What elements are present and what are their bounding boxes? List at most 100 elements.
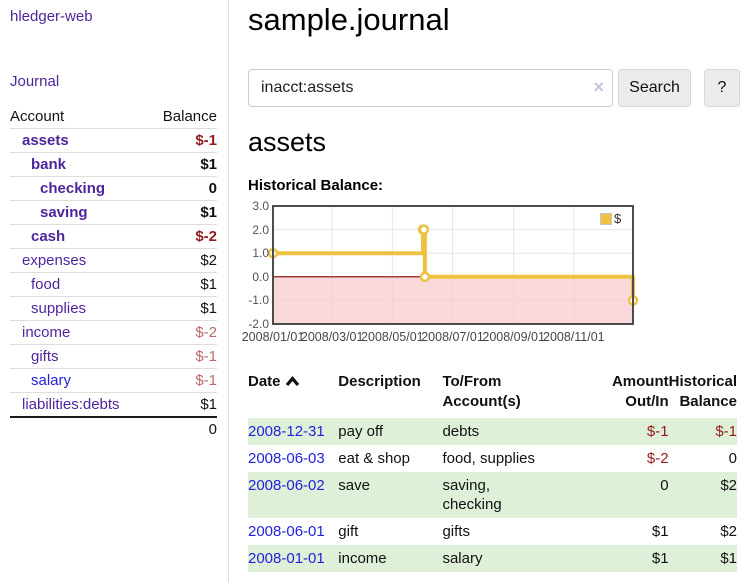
brand-link[interactable]: hledger-web [10, 8, 93, 25]
account-link-bank[interactable]: bank [31, 156, 67, 173]
register-header-date[interactable]: Date [248, 370, 338, 418]
y-axis-tick-label: 3.0 [252, 199, 269, 213]
account-link-saving[interactable]: saving [40, 204, 88, 221]
account-row: expenses $2 [10, 249, 217, 273]
account-row: bank $1 [10, 153, 217, 177]
legend-label: $ [614, 211, 622, 226]
account-link-assets[interactable]: assets [22, 132, 69, 149]
account-row: cash $-2 [10, 225, 217, 249]
account-link-salary[interactable]: salary [31, 372, 72, 389]
search-input-wrap: × [248, 69, 613, 107]
transaction-amount: $1 [651, 550, 669, 567]
transaction-description: save [338, 477, 370, 494]
chart-heading: Historical Balance: [248, 177, 384, 194]
transaction-balance: $-1 [715, 423, 737, 440]
transaction-date-link[interactable]: 2008-06-01 [248, 523, 325, 540]
accounts-header-account: Account [10, 108, 65, 125]
x-axis-tick-label: 2008/11/01 [542, 330, 605, 344]
sidebar: hledger-web Journal Account Balance asse… [0, 0, 229, 582]
x-axis-tick-label: 2008/01/01 [241, 330, 305, 344]
transaction-amount: $1 [651, 523, 669, 540]
account-link-food[interactable]: food [31, 276, 61, 293]
account-link-checking[interactable]: checking [40, 180, 106, 197]
transaction-accounts: salary [442, 550, 483, 567]
transaction-balance: $2 [720, 477, 737, 494]
account-row: assets $-1 [10, 129, 217, 153]
accounts-total-spacer [10, 417, 148, 441]
help-button[interactable]: ? [704, 69, 740, 107]
account-balance: $1 [200, 300, 217, 317]
register-row: 2008-12-31 pay off debts $-1 $-1 [248, 418, 737, 445]
transaction-date-link[interactable]: 2008-06-03 [248, 450, 325, 467]
account-balance: $1 [200, 204, 217, 221]
account-row: supplies $1 [10, 297, 217, 321]
transaction-amount: 0 [660, 477, 669, 494]
y-axis-tick-label: 0.0 [252, 269, 269, 284]
register-header-account: To/From Account(s) [442, 373, 521, 410]
account-balance: $-1 [195, 132, 217, 149]
transaction-amount: $-1 [646, 423, 669, 440]
transaction-description: income [338, 550, 387, 567]
historical-balance-chart: $ 3.0 2.0 1.0 0.0 -1.0 -2.0 2008/01/01 2008/03/… [242, 199, 644, 349]
search-button[interactable]: Search [618, 69, 691, 107]
transaction-accounts: saving, checking [442, 477, 502, 513]
sort-ascending-icon [285, 376, 299, 387]
account-balance: $1 [200, 156, 217, 173]
account-link-income[interactable]: income [22, 324, 71, 341]
register-header-amount: Amount Out/In [611, 373, 669, 410]
register-row: 2008-06-01 gift gifts $1 $2 [248, 518, 737, 545]
accounts-total-row: 0 [10, 417, 217, 441]
account-link-liabilities-debts[interactable]: liabilities:debts [22, 396, 120, 413]
transaction-date-link[interactable]: 2008-06-02 [248, 477, 325, 494]
main-content: sample.journal × Search ? assets Histori… [229, 0, 742, 582]
transaction-balance: 0 [728, 450, 737, 467]
account-link-expenses[interactable]: expenses [22, 252, 87, 269]
account-balance: $-1 [195, 372, 217, 389]
account-link-supplies[interactable]: supplies [31, 300, 87, 317]
account-balance: $2 [200, 252, 217, 269]
chart-plot [267, 205, 639, 325]
x-axis-tick-label: 2008/03/01 [300, 330, 364, 344]
accounts-total-value: 0 [208, 421, 217, 438]
x-axis-tick-label: 2008/09/01 [482, 330, 545, 344]
account-row: income $-2 [10, 321, 217, 345]
account-balance: $-2 [195, 228, 217, 245]
transaction-description: pay off [338, 423, 384, 440]
account-heading: assets [248, 127, 327, 157]
legend-swatch [600, 212, 612, 225]
account-row: liabilities:debts $1 [10, 393, 217, 417]
register-row: 2008-01-01 income salary $1 $1 [248, 545, 737, 572]
account-balance: $1 [200, 396, 217, 413]
transaction-accounts: debts [442, 423, 480, 440]
accounts-header-row: Account Balance [10, 105, 217, 129]
account-row: food $1 [10, 273, 217, 297]
y-axis-tick-label: -2.0 [248, 317, 269, 331]
clear-search-icon[interactable]: × [593, 77, 604, 97]
register-header-row: Date Description To/From Account(s) Amou… [248, 370, 737, 418]
account-balance: $1 [200, 276, 217, 293]
account-balance: 0 [208, 180, 217, 197]
y-axis-tick-label: 2.0 [252, 222, 269, 237]
account-row: checking 0 [10, 177, 217, 201]
account-row: gifts $-1 [10, 345, 217, 369]
x-axis-tick-label: 2008/05/01 [361, 330, 424, 344]
search-input[interactable] [248, 69, 613, 107]
x-axis-tick-label: 2008/07/01 [421, 330, 484, 344]
transaction-accounts: gifts [442, 523, 470, 540]
page-title: sample.journal [248, 2, 450, 37]
transaction-date-link[interactable]: 2008-01-01 [248, 550, 325, 567]
accounts-table: Account Balance assets $-1 bank $1 check… [10, 105, 217, 441]
y-axis-tick-label: -1.0 [248, 293, 269, 308]
transaction-balance: $2 [720, 523, 737, 540]
account-link-gifts[interactable]: gifts [31, 348, 59, 365]
transaction-amount: $-2 [646, 450, 669, 467]
transaction-date-link[interactable]: 2008-12-31 [248, 423, 325, 440]
register-header-balance: Historical Balance [668, 373, 737, 410]
accounts-header-balance: Balance [162, 108, 217, 125]
search-form: × Search ? [248, 69, 742, 107]
y-axis-tick-label: 1.0 [252, 246, 269, 261]
sidebar-item-journal[interactable]: Journal [10, 73, 60, 90]
register-row: 2008-06-03 eat & shop food, supplies $-2… [248, 445, 737, 472]
account-link-cash[interactable]: cash [31, 228, 66, 245]
